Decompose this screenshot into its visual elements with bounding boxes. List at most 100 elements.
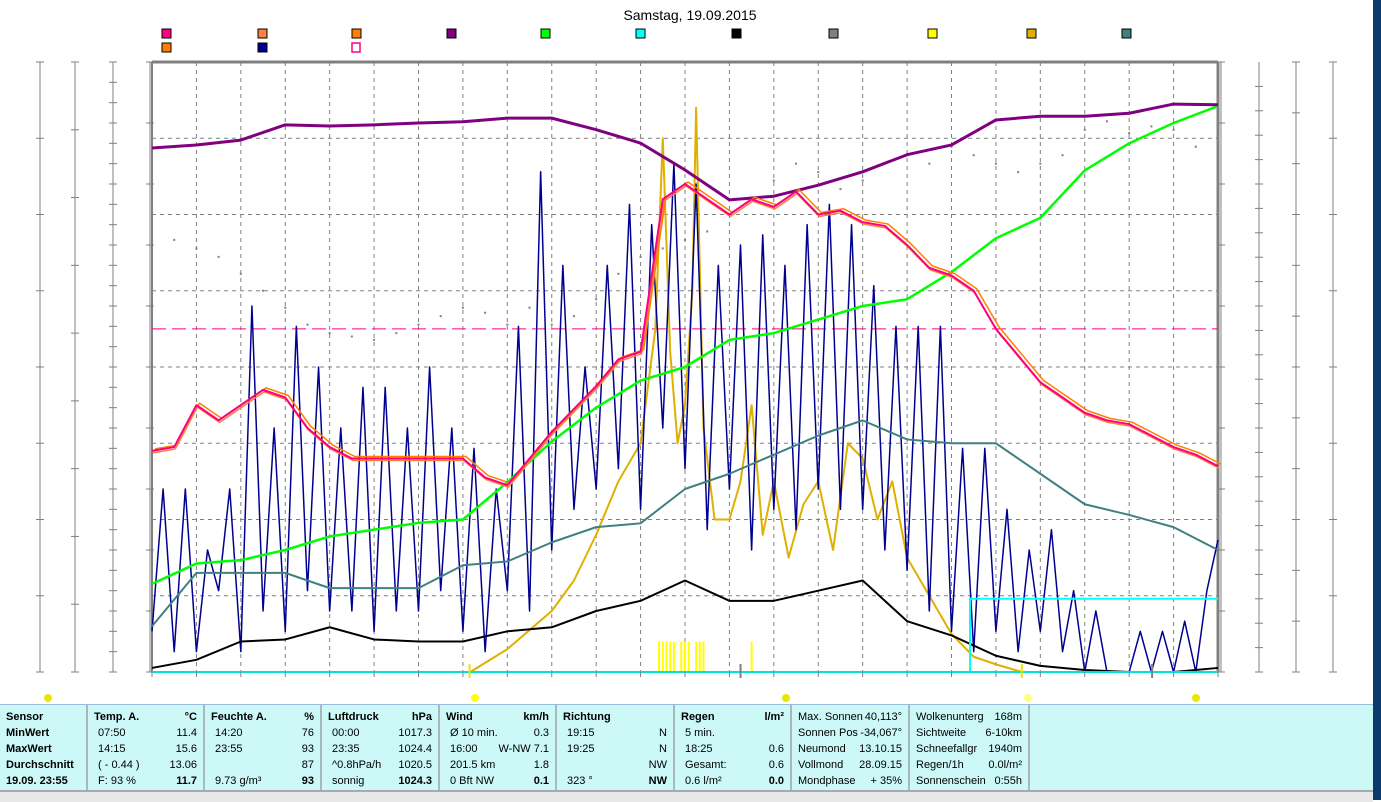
direction-dot xyxy=(861,179,864,182)
cell-label: 9.73 g/m³ xyxy=(215,775,262,787)
cell-value: km/h xyxy=(523,711,549,723)
direction-dot xyxy=(284,306,287,309)
cell-label: 23:55 xyxy=(215,743,243,755)
table-row: 23:35 1024.4 xyxy=(328,741,432,757)
sunshine-bar xyxy=(702,641,705,672)
table-row: 0.6 l/m² 0.0 xyxy=(681,773,784,789)
cell-label: 14:20 xyxy=(215,727,243,739)
cell-value: 6-10km xyxy=(985,727,1022,739)
sunshine-bar xyxy=(669,641,672,672)
cell-label: 0.6 l/m² xyxy=(685,775,722,787)
table-row: ( - 0.44 ) 13.06 xyxy=(94,757,197,773)
table-row: Sonnen Pos -34,067° xyxy=(798,725,902,741)
direction-dot xyxy=(173,238,176,241)
windchill-line xyxy=(152,185,1220,488)
direction-dot xyxy=(1150,125,1153,128)
table-column: Sensor MinWert MaxWert Durchschnitt 19.09. 2… xyxy=(0,705,88,791)
moonset-icon xyxy=(44,694,52,702)
table-row: Wind km/h xyxy=(446,709,549,725)
pressure-axis xyxy=(71,61,79,673)
cell-label xyxy=(211,757,215,773)
cell-value: 28.09.15 xyxy=(859,759,902,771)
direction-dot xyxy=(262,289,265,292)
cell-label: Sonnenschein xyxy=(916,775,986,787)
humidity-axis xyxy=(1217,61,1225,673)
plot-area xyxy=(151,102,1222,673)
table-row: NW xyxy=(563,757,667,773)
cell-label: 07:50 xyxy=(98,727,126,739)
table-column: Wind km/h Ø 10 min. 0.3 16:00 W-NW 7.1 201.5 k… xyxy=(440,705,557,791)
cell-label: 19:15 xyxy=(567,727,595,739)
legend-item xyxy=(257,28,268,39)
cell-label: 323 ° xyxy=(567,775,593,787)
cell-label: 201.5 km xyxy=(450,759,496,771)
table-column: Max. Sonnen 40,113° Sonnen Pos -34,067° Neum… xyxy=(792,705,910,791)
table-row: Schneefallgr 1940m xyxy=(916,741,1022,757)
direction-dot xyxy=(1172,128,1175,131)
cell-value: 1020.5 xyxy=(398,759,432,771)
cell-value: 168m xyxy=(994,711,1022,723)
cell-label: ^0.8hPa/h xyxy=(332,759,382,771)
table-row: MaxWert xyxy=(6,741,80,757)
legend-item xyxy=(446,28,457,39)
direction-dot xyxy=(1039,162,1042,165)
direction-dot xyxy=(572,315,575,318)
temp-axis xyxy=(36,61,44,673)
legend-item xyxy=(828,28,839,39)
cell-label: 19:25 xyxy=(567,743,595,755)
window-edge xyxy=(1373,0,1381,800)
cell-label: Temp. A. xyxy=(94,711,140,723)
weather-chart: Samstag, 19.09.2015 xyxy=(36,7,1337,702)
legend-item xyxy=(1121,28,1132,39)
direction-dot xyxy=(528,306,531,309)
cell-label: Ø 10 min. xyxy=(450,727,498,739)
table-row: 0 Bft NW 0.1 xyxy=(446,773,549,789)
direction-dot xyxy=(1217,120,1219,123)
temp-line xyxy=(151,183,1219,487)
table-row: Neumond 13.10.15 xyxy=(798,741,902,757)
sunshine-bar xyxy=(665,641,668,672)
table-row: Ø 10 min. 0.3 xyxy=(446,725,549,741)
legend-item xyxy=(540,28,551,39)
cell-label: Schneefallgr xyxy=(916,743,978,755)
direction-dot xyxy=(684,238,686,241)
table-row: Gesamt: 0.6 xyxy=(681,757,784,773)
table-row: Regen/1h 0.0l/m² xyxy=(916,757,1022,773)
legend-swatch xyxy=(1121,28,1132,39)
astro-annotations xyxy=(44,664,1200,702)
moonset-late-icon xyxy=(1192,694,1200,702)
wind-axis xyxy=(109,61,117,673)
cell-label: MinWert xyxy=(6,727,50,739)
sunset-icon xyxy=(1024,694,1032,702)
cell-label: 0 Bft NW xyxy=(450,775,495,787)
cell-value: 0:55h xyxy=(994,775,1022,787)
table-row: Temp. A. °C xyxy=(94,709,197,725)
legend-swatch xyxy=(351,28,362,39)
direction-dot xyxy=(772,179,775,182)
cell-value: 0.3 xyxy=(533,727,549,739)
axes xyxy=(36,61,1337,673)
table-row: Durchschnitt xyxy=(6,757,80,773)
cell-value: 0.6 xyxy=(768,743,784,755)
sunshine-bar xyxy=(658,641,661,672)
table-column: Luftdruck hPa 00:00 1017.3 23:35 1024.4 ^0.8hP… xyxy=(322,705,440,791)
cell-value: 1017.3 xyxy=(398,727,432,739)
legend-swatch xyxy=(635,28,646,39)
table-row: 87 xyxy=(211,757,314,773)
legend-swatch xyxy=(731,28,742,39)
direction-dot xyxy=(550,323,553,326)
table-row: 201.5 km 1.8 xyxy=(446,757,549,773)
cell-label: F: 93 % xyxy=(98,775,136,787)
cell-label: 5 min. xyxy=(685,727,715,739)
table-row: 07:50 11.4 xyxy=(94,725,197,741)
legend-swatch xyxy=(351,42,361,53)
cell-value: N xyxy=(659,727,667,739)
sunshine-bar xyxy=(684,641,686,672)
solar-axis xyxy=(1329,61,1337,673)
legend-item xyxy=(1026,28,1037,39)
cell-value: 15.6 xyxy=(175,743,197,755)
cell-value: % xyxy=(304,711,314,723)
table-row: Max. Sonnen 40,113° xyxy=(798,709,902,725)
cell-value: + 35% xyxy=(870,775,903,787)
cell-value: 0.6 xyxy=(768,759,784,771)
